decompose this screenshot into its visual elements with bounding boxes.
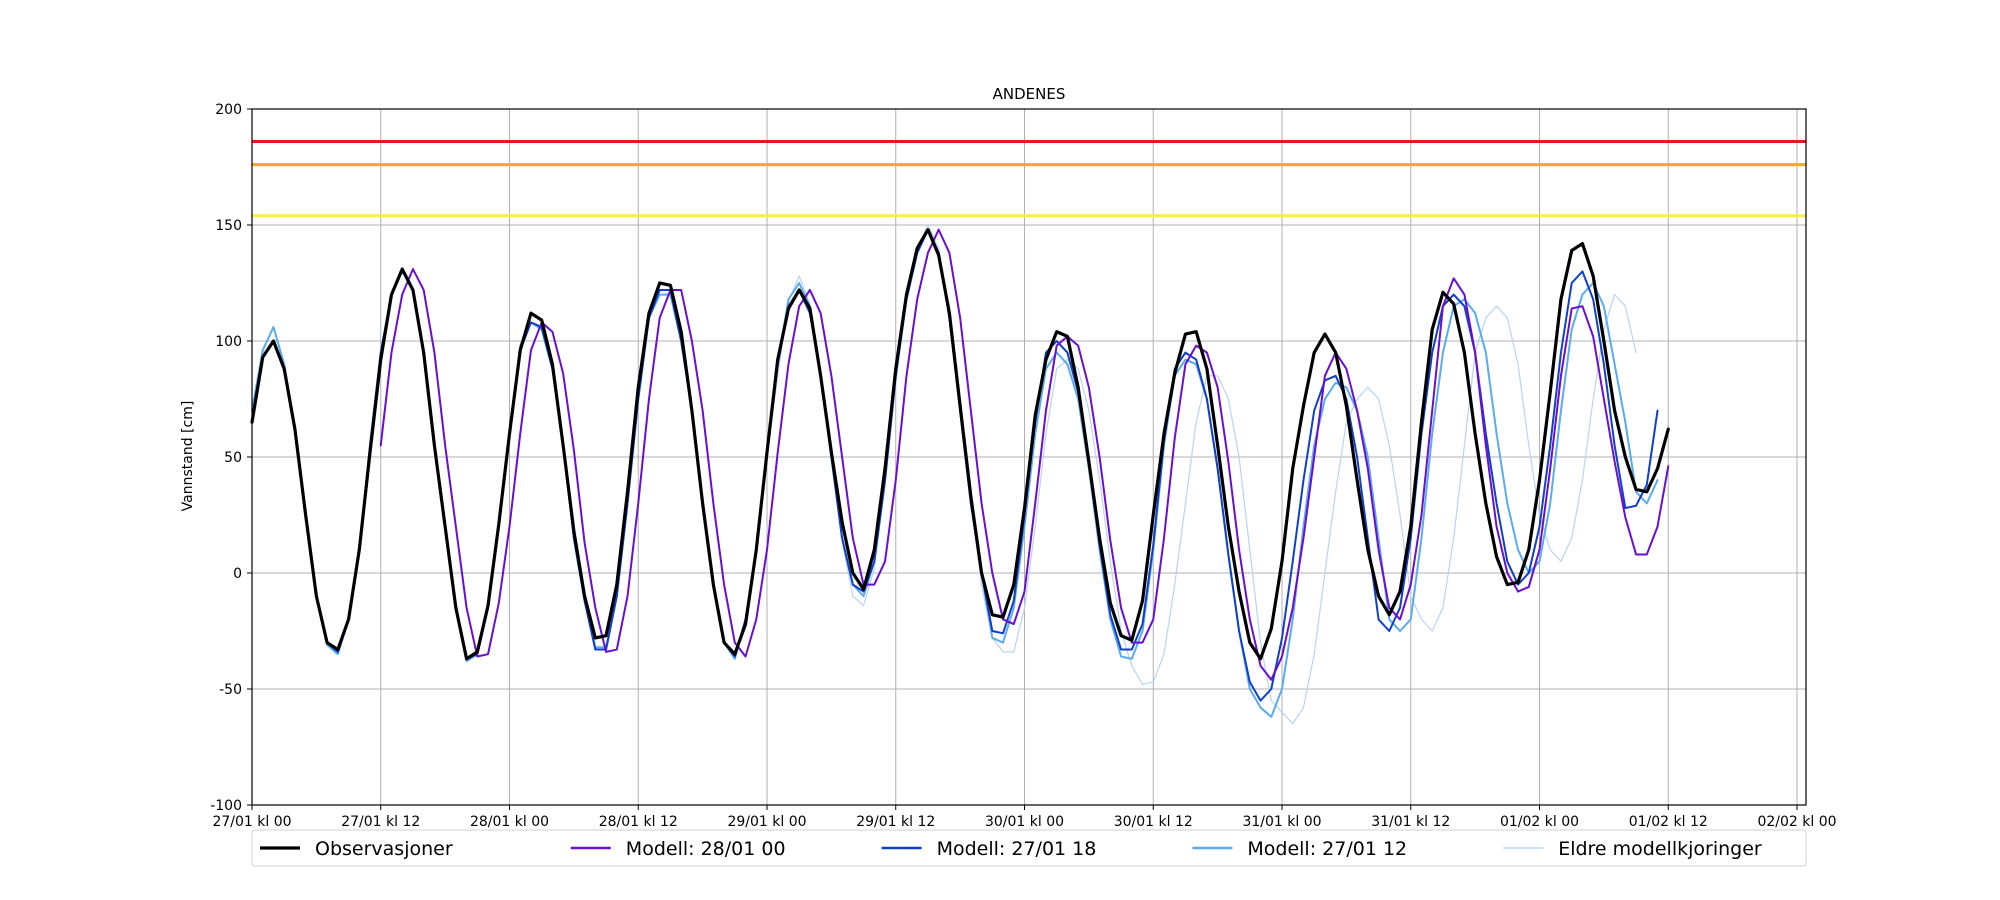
x-tick-label: 29/01 kl 12 — [856, 814, 935, 830]
threshold-lines — [252, 139, 1806, 218]
y-axis-label: Vannstand [cm] — [180, 401, 196, 512]
legend-label: Eldre modellkjoringer — [1558, 838, 1762, 860]
series-line — [250, 228, 1670, 661]
legend-box — [251, 829, 1807, 867]
y-tick-label: -50 — [219, 682, 242, 698]
y-tick-label: 0 — [233, 566, 242, 582]
x-tick-label: 28/01 kl 00 — [470, 814, 549, 830]
x-tick-label: 27/01 kl 12 — [341, 814, 420, 830]
x-tick-label: 31/01 kl 12 — [1371, 814, 1450, 830]
y-tick-label: 200 — [215, 102, 242, 118]
y-tick-label: 50 — [224, 450, 242, 466]
series-line — [766, 224, 1637, 725]
legend: Observasjoner Modell: 28/01 00 Modell: 27/… — [251, 829, 1807, 867]
x-tick-label: 01/02 kl 12 — [1629, 814, 1708, 830]
legend-label: Modell: 28/01 00 — [626, 838, 786, 860]
x-tick-label: 27/01 kl 00 — [212, 814, 291, 830]
legend-label: Modell: 27/01 18 — [937, 838, 1097, 860]
x-tick-label: 28/01 kl 12 — [599, 814, 678, 830]
x-tick-label: 31/01 kl 00 — [1242, 814, 1321, 830]
x-tick-label: 02/02 kl 00 — [1757, 814, 1836, 830]
y-tick-label: -100 — [210, 798, 242, 814]
axes: -100 -50 0 50 100 150 200 27/01 kl 00 27/01 kl 1… — [210, 102, 1836, 830]
x-tick-label: 01/02 kl 00 — [1500, 814, 1579, 830]
legend-label: Observasjoner — [315, 838, 453, 860]
x-tick-label: 30/01 kl 00 — [985, 814, 1064, 830]
chart-title: ANDENES — [993, 85, 1066, 103]
x-tick-label: 30/01 kl 12 — [1114, 814, 1193, 830]
x-tick-label: 29/01 kl 00 — [727, 814, 806, 830]
legend-label: Modell: 27/01 12 — [1247, 838, 1407, 860]
series-lines — [250, 224, 1670, 725]
y-tick-label: 150 — [215, 218, 242, 234]
y-tick-label: 100 — [215, 334, 242, 350]
series-line — [379, 228, 1670, 681]
